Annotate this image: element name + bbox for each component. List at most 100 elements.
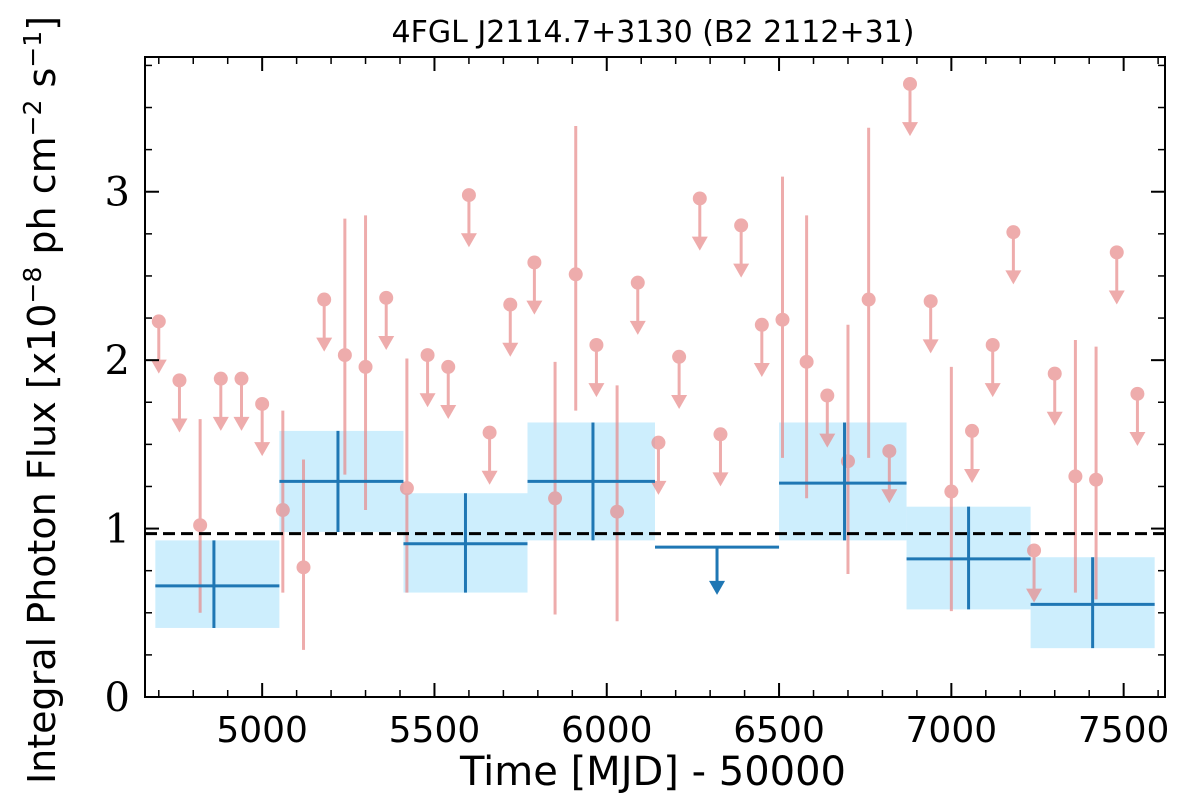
y-axis-label-end: ] — [20, 16, 64, 31]
long-bin-band — [779, 422, 907, 541]
upper-limit-marker — [713, 427, 728, 442]
short-bin-point — [526, 255, 543, 315]
short-bin-point — [691, 191, 708, 251]
data-marker — [193, 518, 208, 533]
upper-limit-arrow-icon — [902, 122, 918, 137]
upper-limit-marker — [589, 338, 604, 352]
short-bin-point — [629, 275, 646, 335]
upper-limit-arrow-icon — [481, 470, 498, 485]
long-bin-point — [279, 430, 404, 532]
short-bin-point — [171, 373, 188, 433]
x-tick-label: 7500 — [1078, 710, 1170, 751]
upper-limit-marker — [503, 297, 518, 312]
short-bin-point — [337, 218, 352, 475]
short-bin-point — [1026, 543, 1043, 603]
chart-title: 4FGL J2114.7+3130 (B2 2112+31) — [392, 15, 915, 50]
short-bin-point — [193, 419, 208, 613]
data-marker — [296, 560, 311, 575]
upper-limit-arrow-icon — [733, 263, 750, 278]
short-bin-point — [440, 359, 457, 420]
x-tick-label: 5000 — [216, 710, 308, 751]
long-bin-band — [155, 540, 280, 628]
short-bin-point — [588, 338, 605, 398]
upper-limit-marker — [672, 349, 687, 364]
upper-limit-marker — [965, 423, 980, 438]
short-bin-point — [1129, 386, 1146, 446]
y-tick-label: 3 — [105, 170, 130, 216]
upper-limit-marker — [734, 218, 749, 233]
upper-limit-marker — [234, 371, 249, 386]
data-marker — [1068, 469, 1083, 484]
upper-limit-marker — [820, 388, 835, 403]
upper-limit-marker — [882, 444, 897, 459]
short-bin-point — [610, 385, 625, 622]
y-axis-label-exp-3: −1 — [18, 31, 47, 68]
data-marker — [799, 354, 814, 369]
short-bin-point — [650, 435, 667, 495]
y-axis-label-unit-2: s — [20, 68, 64, 100]
upper-limit-arrow-icon — [819, 433, 836, 448]
upper-limit-marker — [1130, 386, 1145, 401]
upper-limit-arrow-icon — [526, 300, 543, 315]
upper-limit-marker — [630, 275, 645, 290]
data-marker — [1089, 472, 1104, 487]
upper-limit-arrow-icon — [440, 405, 457, 420]
short-bin-point — [212, 371, 229, 431]
upper-limit-arrow-icon — [1046, 411, 1063, 426]
short-bin-point — [1108, 245, 1125, 305]
short-bin-point — [733, 218, 750, 278]
short-bin-point — [316, 292, 333, 352]
short-bin-point — [799, 215, 814, 499]
short-bin-point — [1089, 346, 1104, 600]
data-marker — [775, 312, 790, 327]
short-bin-point — [502, 297, 519, 357]
short-bin-point — [460, 188, 477, 248]
short-bin-point — [481, 425, 498, 485]
x-tick-label: 7000 — [906, 710, 998, 751]
upper-limit-marker — [441, 359, 456, 374]
upper-limit-arrow-icon — [922, 339, 939, 354]
upper-limit-arrow-icon — [984, 383, 1001, 398]
upper-limit-marker — [692, 191, 707, 206]
upper-limit-marker — [651, 435, 666, 450]
upper-limit-arrow-icon — [629, 320, 646, 335]
upper-limit-arrow-icon — [1026, 588, 1043, 603]
upper-limit-arrow-icon — [1108, 290, 1125, 305]
upper-limit-arrow-icon — [650, 480, 667, 495]
x-tick-label: 6000 — [561, 710, 653, 751]
upper-limit-marker — [420, 348, 435, 363]
plot-area — [145, 76, 1165, 650]
upper-limit-marker — [903, 76, 917, 91]
short-bin-point — [358, 215, 373, 511]
short-bin-point — [233, 371, 250, 431]
short-bin-point — [1005, 225, 1022, 285]
short-bin-point — [964, 423, 981, 484]
short-bin-point — [902, 76, 918, 137]
upper-limit-arrow-icon — [712, 472, 729, 487]
short-bin-point — [861, 127, 876, 458]
upper-limit-arrow-icon — [171, 418, 188, 433]
data-marker — [610, 504, 625, 519]
upper-limit-arrow-icon — [378, 336, 395, 350]
y-tick-label: 0 — [105, 675, 130, 721]
short-bin-point — [712, 427, 729, 487]
upper-limit-arrow-icon — [881, 489, 898, 504]
short-bin-point — [881, 444, 898, 504]
upper-limit-arrow-icon — [150, 359, 167, 374]
short-bin-point — [568, 126, 583, 411]
upper-limit-marker — [255, 396, 270, 411]
x-axis-label: Time [MJD] - 50000 — [459, 749, 846, 795]
upper-limit-marker — [1047, 366, 1062, 381]
short-bin-point — [819, 388, 836, 448]
upper-limit-arrow-icon — [753, 362, 770, 377]
upper-limit-marker — [151, 314, 166, 329]
data-marker — [337, 348, 352, 363]
upper-limit-arrow-icon — [212, 416, 229, 431]
y-axis-label-unit: ph cm — [20, 136, 64, 266]
upper-limit-arrow-icon — [964, 469, 981, 484]
long-bin-point — [155, 540, 280, 628]
y-axis-label: Integral Photon Flux [x10−8 ph cm−2 s−1] — [18, 16, 64, 784]
upper-limit-marker — [213, 371, 228, 386]
upper-limit-marker — [527, 255, 542, 270]
